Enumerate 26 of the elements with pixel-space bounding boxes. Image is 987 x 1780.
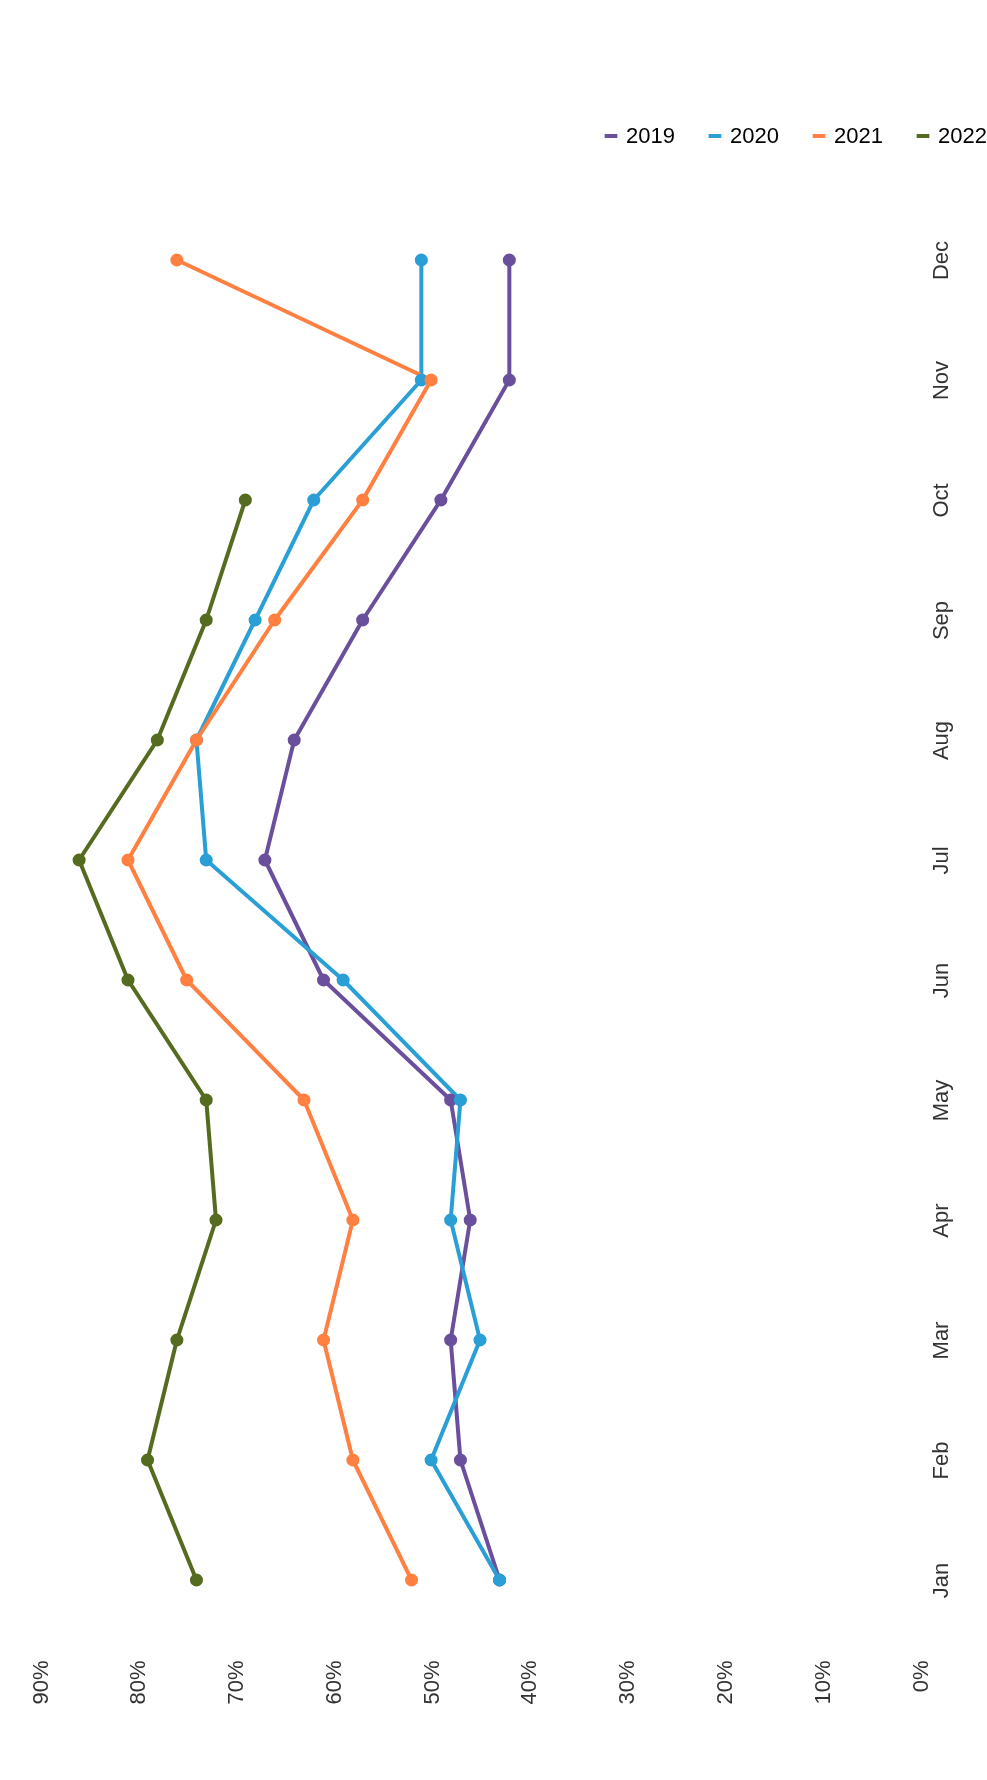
x-tick-label: 10% [809, 1660, 835, 1705]
y-tick-label: Aug [927, 720, 953, 761]
y-tick-label: Jan [927, 1562, 953, 1599]
y-tick-label: Feb [927, 1441, 953, 1480]
y-tick-label: Jun [927, 962, 953, 999]
y-tick-label: Oct [927, 483, 953, 518]
x-tick-label: 70% [223, 1660, 249, 1705]
x-tick-label: 90% [27, 1660, 53, 1705]
y-tick-label: Nov [927, 360, 953, 401]
y-tick-label: May [927, 1079, 953, 1122]
y-tick-label: Mar [927, 1321, 953, 1360]
legend-label: 2019 [626, 123, 675, 148]
x-tick-label: 30% [614, 1660, 640, 1705]
legend-label: 2021 [834, 123, 883, 148]
y-tick-label: Jul [927, 846, 953, 875]
x-tick-label: 60% [320, 1660, 346, 1705]
x-tick-label: 80% [125, 1660, 151, 1705]
x-tick-label: 0% [907, 1660, 933, 1693]
legend-label: 2020 [730, 123, 779, 148]
legend-label: 2022 [938, 123, 987, 148]
x-tick-label: 50% [418, 1660, 444, 1705]
x-tick-label: 20% [711, 1660, 737, 1705]
y-tick-label: Dec [927, 240, 953, 281]
y-tick-label: Apr [927, 1203, 953, 1238]
x-tick-label: 40% [516, 1660, 542, 1705]
y-tick-label: Sep [927, 600, 953, 641]
